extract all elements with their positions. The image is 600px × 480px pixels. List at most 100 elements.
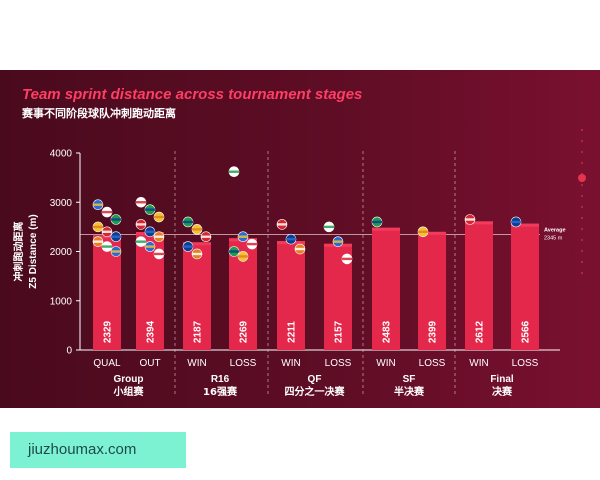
y-tick-label: 4000: [50, 149, 73, 160]
decoration-dot: [581, 129, 583, 131]
team-flag-stripe: [238, 255, 248, 258]
group-label-cn: 小组赛: [113, 385, 145, 398]
team-flag-stripe: [154, 235, 164, 238]
decoration-dot: [581, 162, 583, 164]
decoration-dot: [581, 151, 583, 153]
x-category-label: QUAL: [93, 358, 121, 369]
group-label: Final: [490, 374, 514, 385]
group-label-cn: 决赛: [492, 385, 513, 398]
team-flag-stripe: [102, 210, 112, 214]
decoration-dot: [581, 217, 583, 219]
team-flag-stripe: [192, 252, 202, 256]
team-flag-stripe: [295, 247, 305, 251]
bar: [277, 241, 305, 350]
bar-value-label: 2157: [334, 320, 345, 343]
bar: [418, 231, 446, 350]
bar: [372, 227, 400, 350]
decoration-dot: [581, 228, 583, 230]
bar-chart: 0 1000 2000 3000 4000 冲刺跑动距离 Z5 Distance (m) 2…: [12, 129, 586, 398]
team-flag-stripe: [465, 218, 475, 221]
bar-value-label: 2399: [428, 320, 439, 343]
decoration-dot: [581, 184, 583, 186]
average-label: Average: [544, 228, 566, 234]
team-flag-stripe: [154, 252, 164, 256]
x-category-label: LOSS: [419, 358, 446, 369]
x-category-label: OUT: [139, 358, 160, 369]
team-flag-stripe: [229, 250, 239, 253]
team-flag-stripe: [93, 203, 103, 206]
x-category-label: WIN: [376, 358, 395, 369]
decoration-dot: [581, 140, 583, 142]
x-category-label: WIN: [281, 358, 300, 369]
team-flag-stripe: [136, 201, 146, 204]
team-flag-stripe: [145, 245, 155, 248]
bar: [465, 221, 493, 350]
bar-top: [511, 223, 539, 227]
decoration-dot: [581, 272, 583, 274]
team-flag-stripe: [286, 237, 296, 241]
team-flag-stripe: [145, 208, 155, 211]
group-label-cn: 16强赛: [203, 385, 238, 398]
team-flag-stripe: [333, 240, 343, 243]
bar-value-label: 2187: [193, 320, 204, 343]
decoration-dot: [581, 195, 583, 197]
team-flag-stripe: [418, 230, 428, 233]
x-category-label: LOSS: [512, 358, 539, 369]
x-category-label: LOSS: [325, 358, 352, 369]
team-flag-stripe: [247, 242, 257, 246]
team-flag-stripe: [183, 245, 193, 248]
y-axis-label-cn: 冲刺跑动距离: [12, 222, 25, 282]
team-flag-stripe: [324, 225, 334, 229]
team-flag-stripe: [102, 245, 112, 248]
group-label: R16: [211, 374, 230, 385]
chart-panel: Team sprint distance across tournament s…: [0, 70, 600, 408]
decoration-dot-large: [578, 174, 586, 182]
bar-value-label: 2612: [475, 320, 486, 343]
team-flag-stripe: [511, 220, 521, 224]
decoration-dot: [581, 261, 583, 263]
y-tick-label: 3000: [50, 198, 73, 209]
bar-top: [418, 231, 446, 235]
team-flag-stripe: [277, 223, 287, 226]
team-flag-stripe: [93, 240, 103, 243]
bar-top: [183, 242, 211, 246]
team-flag-stripe: [238, 235, 248, 238]
team-flag-stripe: [201, 235, 211, 238]
y-axis-label: Z5 Distance (m): [28, 214, 39, 288]
bar-value-label: 2483: [382, 320, 393, 343]
team-flag-stripe: [111, 250, 121, 253]
group-label-cn: 半决赛: [394, 385, 425, 398]
watermark-banner: jiuzhoumax.com: [10, 432, 186, 468]
x-category-label: LOSS: [230, 358, 257, 369]
bar-value-label: 2269: [239, 320, 250, 343]
watermark-text: jiuzhoumax.com: [28, 441, 137, 458]
group-label-cn: 四分之一决赛: [285, 385, 346, 398]
bar-value-label: 2211: [287, 321, 298, 343]
team-flag-stripe: [154, 215, 164, 219]
team-flag-stripe: [145, 230, 155, 233]
group-label: Group: [114, 374, 144, 385]
team-flag-stripe: [111, 218, 121, 221]
team-flag-stripe: [93, 225, 103, 229]
bar-top: [372, 227, 400, 231]
team-flag-stripe: [136, 240, 146, 243]
team-flag-stripe: [229, 170, 239, 173]
bar: [511, 223, 539, 350]
bar-top: [465, 221, 493, 225]
y-tick-label: 2000: [50, 247, 73, 258]
team-flag-stripe: [372, 220, 382, 224]
bar-value-label: 2329: [103, 320, 114, 343]
decoration-dot: [581, 250, 583, 252]
y-tick-label: 1000: [50, 296, 73, 307]
decoration-dot: [581, 239, 583, 241]
y-tick-label: 0: [66, 346, 72, 357]
team-flag-stripe: [136, 223, 146, 226]
bar: [183, 242, 211, 350]
team-flag-stripe: [111, 235, 121, 238]
team-flag-stripe: [192, 228, 202, 231]
group-label: SF: [403, 374, 416, 385]
x-category-label: WIN: [469, 358, 488, 369]
bar-value-label: 2394: [146, 320, 157, 343]
chart-title: Team sprint distance across tournament s…: [22, 86, 363, 103]
team-flag-stripe: [342, 257, 352, 261]
